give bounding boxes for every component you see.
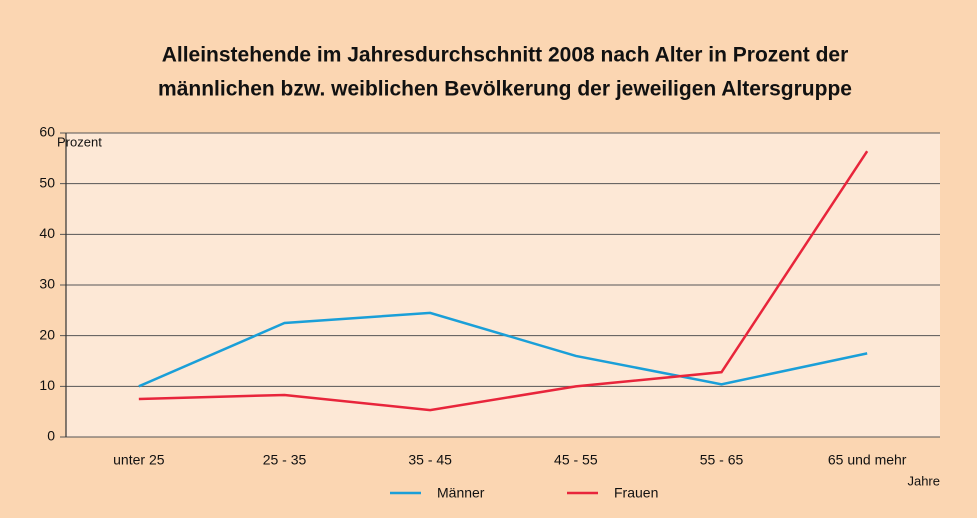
y-tick-label: 50 (39, 174, 55, 190)
x-tick-label: 55 - 65 (700, 452, 744, 468)
x-tick-label: 35 - 45 (408, 452, 452, 468)
y-tick-label: 10 (39, 377, 55, 393)
chart-title: Alleinstehende im Jahresdurchschnitt 200… (162, 44, 849, 67)
legend-label: Frauen (614, 485, 658, 501)
chart-title: männlichen bzw. weiblichen Bevölkerung d… (158, 78, 852, 101)
data-line (138, 150, 869, 412)
x-tick-label: 25 - 35 (263, 452, 307, 468)
x-tick-label: 65 und mehr (828, 452, 907, 468)
y-tick-label: 20 (39, 326, 55, 342)
x-axis-label: Jahre (907, 473, 940, 488)
data-line (138, 311, 868, 388)
x-tick-label: 45 - 55 (554, 452, 598, 468)
y-axis-label: Prozent (57, 134, 102, 149)
y-tick-label: 40 (39, 225, 55, 241)
y-tick-label: 30 (39, 276, 55, 292)
y-tick-label: 60 (39, 124, 55, 140)
x-tick-label: unter 25 (113, 452, 165, 468)
y-tick-label: 0 (47, 428, 55, 444)
legend-label: Männer (437, 485, 485, 501)
